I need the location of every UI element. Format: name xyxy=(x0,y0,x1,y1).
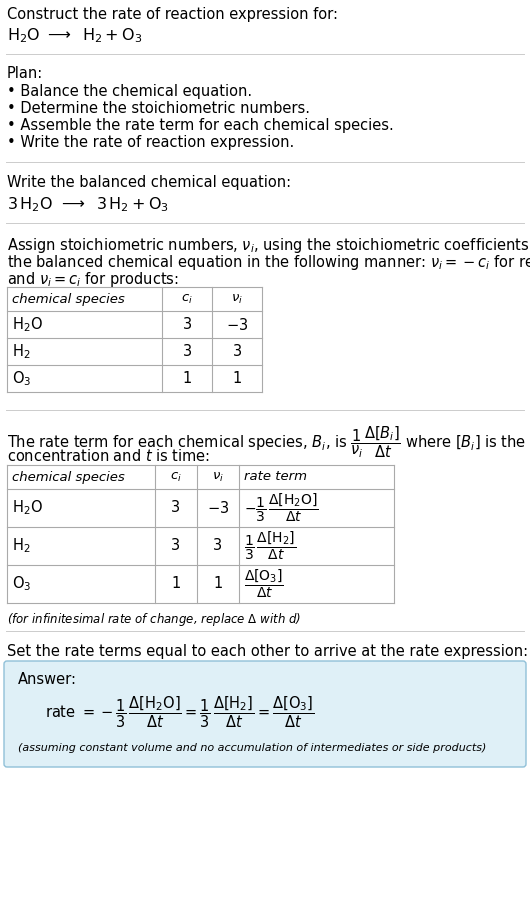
Text: $-3$: $-3$ xyxy=(226,317,248,332)
Text: $\mathrm{3\,H_2 + O_3}$: $\mathrm{3\,H_2 + O_3}$ xyxy=(96,195,169,214)
Text: 1: 1 xyxy=(214,577,223,592)
Text: $-\dfrac{1}{3}\,\dfrac{\Delta[\mathrm{H_2O}]}{\Delta t}$: $-\dfrac{1}{3}\,\dfrac{\Delta[\mathrm{H_… xyxy=(244,491,319,524)
Text: $-3$: $-3$ xyxy=(207,500,229,516)
Text: the balanced chemical equation in the following manner: $\nu_i = -c_i$ for react: the balanced chemical equation in the fo… xyxy=(7,253,530,272)
Text: $\mathrm{O_3}$: $\mathrm{O_3}$ xyxy=(12,369,31,388)
Text: • Determine the stoichiometric numbers.: • Determine the stoichiometric numbers. xyxy=(7,101,310,116)
Text: Assign stoichiometric numbers, $\nu_i$, using the stoichiometric coefficients, $: Assign stoichiometric numbers, $\nu_i$, … xyxy=(7,236,530,255)
Text: Construct the rate of reaction expression for:: Construct the rate of reaction expressio… xyxy=(7,7,338,22)
Text: $\nu_i$: $\nu_i$ xyxy=(212,470,224,483)
Text: 3: 3 xyxy=(214,539,223,553)
Text: rate term: rate term xyxy=(244,470,307,483)
Text: $c_i$: $c_i$ xyxy=(170,470,182,483)
Text: $\nu_i$: $\nu_i$ xyxy=(231,292,243,306)
Text: $\mathrm{H_2O}$: $\mathrm{H_2O}$ xyxy=(12,499,43,518)
Text: $\mathrm{3\,H_2O}$: $\mathrm{3\,H_2O}$ xyxy=(7,195,53,214)
FancyBboxPatch shape xyxy=(4,661,526,767)
Text: • Assemble the rate term for each chemical species.: • Assemble the rate term for each chemic… xyxy=(7,118,394,133)
Text: rate $= -\dfrac{1}{3}\,\dfrac{\Delta[\mathrm{H_2O}]}{\Delta t} = \dfrac{1}{3}\,\: rate $= -\dfrac{1}{3}\,\dfrac{\Delta[\ma… xyxy=(45,694,314,730)
Text: 1: 1 xyxy=(171,577,181,592)
Text: $\mathrm{H_2}$: $\mathrm{H_2}$ xyxy=(12,537,31,555)
Text: • Balance the chemical equation.: • Balance the chemical equation. xyxy=(7,84,252,99)
Text: $c_i$: $c_i$ xyxy=(181,292,193,306)
Text: Write the balanced chemical equation:: Write the balanced chemical equation: xyxy=(7,175,291,190)
Text: $\dfrac{1}{3}\,\dfrac{\Delta[\mathrm{H_2}]}{\Delta t}$: $\dfrac{1}{3}\,\dfrac{\Delta[\mathrm{H_2… xyxy=(244,530,296,562)
Text: (for infinitesimal rate of change, replace $\Delta$ with $d$): (for infinitesimal rate of change, repla… xyxy=(7,611,301,628)
Text: Plan:: Plan: xyxy=(7,66,43,81)
Text: $\mathrm{H_2O}$: $\mathrm{H_2O}$ xyxy=(7,26,40,45)
Text: $\mathrm{H_2}$: $\mathrm{H_2}$ xyxy=(12,342,31,361)
Text: $\mathrm{O_3}$: $\mathrm{O_3}$ xyxy=(12,574,31,593)
Text: 1: 1 xyxy=(232,371,242,386)
Text: (assuming constant volume and no accumulation of intermediates or side products): (assuming constant volume and no accumul… xyxy=(18,743,487,753)
Text: 3: 3 xyxy=(182,344,191,359)
Text: 3: 3 xyxy=(171,539,181,553)
Text: Set the rate terms equal to each other to arrive at the rate expression:: Set the rate terms equal to each other t… xyxy=(7,644,528,659)
Text: and $\nu_i = c_i$ for products:: and $\nu_i = c_i$ for products: xyxy=(7,270,179,289)
Text: $\mathrm{H_2O}$: $\mathrm{H_2O}$ xyxy=(12,315,43,334)
Text: $\mathrm{H_2 + O_3}$: $\mathrm{H_2 + O_3}$ xyxy=(82,26,142,45)
Text: 3: 3 xyxy=(171,501,181,515)
Text: • Write the rate of reaction expression.: • Write the rate of reaction expression. xyxy=(7,135,294,150)
Text: 1: 1 xyxy=(182,371,192,386)
Text: concentration and $t$ is time:: concentration and $t$ is time: xyxy=(7,448,210,464)
Text: $\longrightarrow$: $\longrightarrow$ xyxy=(58,195,85,210)
Text: 3: 3 xyxy=(233,344,242,359)
Text: 3: 3 xyxy=(182,317,191,332)
Text: Answer:: Answer: xyxy=(18,672,77,687)
Text: $\dfrac{\Delta[\mathrm{O_3}]}{\Delta t}$: $\dfrac{\Delta[\mathrm{O_3}]}{\Delta t}$ xyxy=(244,568,284,601)
Text: chemical species: chemical species xyxy=(12,292,125,306)
Text: $\longrightarrow$: $\longrightarrow$ xyxy=(44,26,71,41)
Text: The rate term for each chemical species, $B_i$, is $\dfrac{1}{\nu_i}\dfrac{\Delt: The rate term for each chemical species,… xyxy=(7,424,530,460)
Text: chemical species: chemical species xyxy=(12,470,125,483)
